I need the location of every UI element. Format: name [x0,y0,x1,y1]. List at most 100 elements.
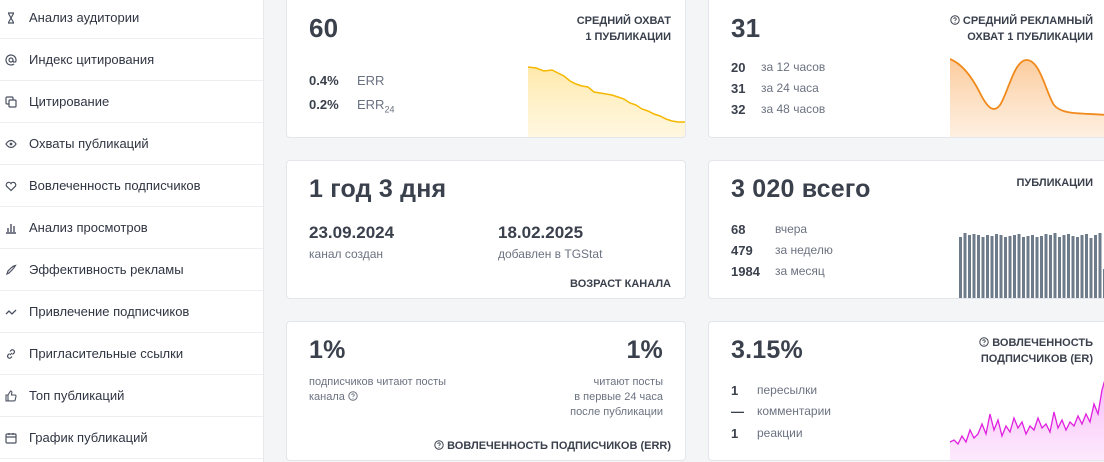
help-icon[interactable] [979,336,989,347]
sidebar-item-citations[interactable]: Цитирование [0,81,263,123]
publications-title: ПУБЛИКАЦИИ [1016,177,1093,189]
publication-bar [1013,235,1016,298]
err-card: 1% подписчиков читают посты канала 1% чи… [286,321,686,461]
help-icon[interactable] [950,14,960,25]
ad-reach-row: 32 за 48 часов [731,102,826,117]
ad-reach-value: 31 [731,13,761,43]
publication-bar [1031,235,1034,298]
sidebar-item-label: График публикаций [29,430,148,445]
publication-bar [1058,237,1061,298]
thumbs-up-icon [4,389,18,403]
sidebar-item-ad-efficiency[interactable]: Эффективность рекламы [0,249,263,291]
publication-bar [990,236,994,298]
avg-reach-card: 60 СРЕДНИЙ ОХВАТ 1 ПУБЛИКАЦИИ 0.4% ERR 0… [286,0,686,138]
publication-bar [1080,235,1084,298]
sidebar-item-post-reach[interactable]: Охваты публикаций [0,123,263,165]
heart-icon [4,179,18,193]
publications-card: 3 020 всего ПУБЛИКАЦИИ 68 вчера 479 за н… [708,160,1104,299]
sidebar-item-label: Охваты публикаций [29,136,149,151]
sidebar-item-subscriber-growth[interactable]: Привлечение подписчиков [0,291,263,333]
ad-reach-row: 31 за 24 часа [731,81,819,96]
ad-reach-sparkline [950,58,1104,137]
copy-icon [4,95,18,109]
sidebar-item-label: Анализ просмотров [29,220,148,235]
publications-row: 68 вчера [731,222,808,237]
created-date: 23.09.2024 [309,223,395,242]
publication-bar [1040,236,1043,298]
publication-bar [995,234,998,298]
publication-bar [1085,234,1088,298]
publication-bar [963,233,967,298]
help-icon[interactable] [348,391,358,401]
sidebar-item-engagement[interactable]: Вовлеченность подписчиков [0,165,263,207]
publication-bar [1017,234,1021,298]
sidebar-item-audience-analysis[interactable]: Анализ аудитории [0,0,263,39]
er-row: 1 пересылки [731,383,818,398]
err-row: 0.4% ERR [309,73,384,88]
ad-reach-row: 20 за 12 часов [731,60,826,75]
publication-bar [1044,234,1048,298]
err-value: 0.4% [309,73,339,88]
publication-bar [1049,235,1052,298]
publications-bar-chart [959,233,1104,298]
link-icon [4,347,18,361]
created-label: канал создан [309,247,384,261]
publication-bar [1053,233,1057,298]
sidebar: Анализ аудитории Индекс цитирования Цити… [0,0,264,462]
help-icon[interactable] [434,439,444,450]
sidebar-item-citation-index[interactable]: Индекс цитирования [0,39,263,81]
publication-bar [1004,237,1007,298]
publication-bar [977,235,980,298]
ad-reach-title: СРЕДНИЙ РЕКЛАМНЫЙ ОХВАТ 1 ПУБЛИКАЦИИ [950,13,1093,45]
err24-label: ERR24 [357,97,395,115]
err24-row: 0.2% ERR24 [309,97,394,115]
trend-icon [4,305,18,319]
publication-bar [1098,233,1102,298]
added-label: добавлен в TGStat [498,247,603,261]
eye-icon [4,137,18,151]
sidebar-item-label: Эффективность рекламы [29,262,184,277]
calendar-icon [4,431,18,445]
added-date: 18.02.2025 [498,223,584,242]
publication-bar [1022,237,1025,298]
publication-bar [1067,234,1070,298]
sidebar-item-top-posts[interactable]: Топ публикаций [0,375,263,417]
publication-bar [972,234,976,298]
er-value: 3.15% [731,336,803,364]
publication-bar [999,235,1003,298]
publications-row: 1984 за месяц [731,264,825,279]
rocket-icon [4,263,18,277]
er-card: 3.15% ВОВЛЕЧЕННОСТЬ ПОДПИСЧИКОВ (ER) 1 п… [708,321,1104,461]
publication-bar [968,235,971,298]
publication-bar [986,235,989,298]
publication-bar [1076,237,1079,298]
channel-age-card: 1 год 3 дня 23.09.2024 канал создан 18.0… [286,160,686,299]
sidebar-item-label: Пригласительные ссылки [29,346,184,361]
publication-bar [1062,235,1066,298]
publication-bar [1089,238,1093,298]
err24-value: 0.2% [309,97,339,112]
err-footer: ВОВЛЕЧЕННОСТЬ ПОДПИСЧИКОВ (ERR) [434,438,671,454]
sidebar-item-label: Привлечение подписчиков [29,304,190,319]
sidebar-item-label: Индекс цитирования [29,52,155,67]
channel-age-footer: ВОЗРАСТ КАНАЛА [570,278,671,290]
err-left-value: 1% [309,336,346,364]
sidebar-item-label: Топ публикаций [29,388,125,403]
sidebar-item-views-analysis[interactable]: Анализ просмотров [0,207,263,249]
publications-value: 3 020 всего [731,175,871,203]
err-left-description: подписчиков читают посты канала [309,376,447,403]
avg-reach-value: 60 [309,13,339,43]
publication-bar [959,237,962,298]
er-sparkline [950,380,1104,460]
sidebar-item-post-schedule[interactable]: График публикаций [0,417,263,459]
err-right-description: читают посты в первые 24 часа после публ… [570,376,663,418]
avg-reach-sparkline [528,66,685,137]
err-right-value: 1% [626,336,663,364]
publication-bar [981,237,985,298]
at-icon [4,53,18,67]
sidebar-item-invite-links[interactable]: Пригласительные ссылки [0,333,263,375]
err-label: ERR [357,73,385,88]
er-title: ВОВЛЕЧЕННОСТЬ ПОДПИСЧИКОВ (ER) [979,336,1093,365]
publication-bar [1094,235,1097,298]
sidebar-item-label: Вовлеченность подписчиков [29,178,201,193]
